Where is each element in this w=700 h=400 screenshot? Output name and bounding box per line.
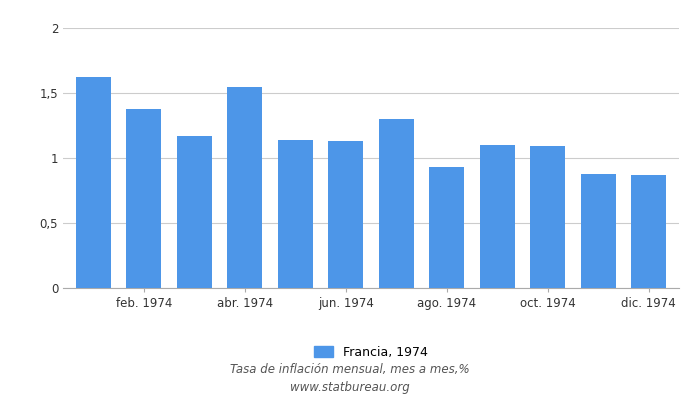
Bar bbox=[379, 119, 414, 288]
Bar bbox=[530, 146, 566, 288]
Bar bbox=[328, 141, 363, 288]
Bar bbox=[76, 77, 111, 288]
Bar bbox=[126, 109, 162, 288]
Bar bbox=[278, 140, 313, 288]
Bar bbox=[176, 136, 212, 288]
Bar bbox=[580, 174, 616, 288]
Bar bbox=[631, 175, 666, 288]
Bar bbox=[227, 86, 262, 288]
Bar bbox=[429, 167, 464, 288]
Text: Tasa de inflación mensual, mes a mes,%: Tasa de inflación mensual, mes a mes,% bbox=[230, 364, 470, 376]
Text: www.statbureau.org: www.statbureau.org bbox=[290, 381, 410, 394]
Legend: Francia, 1974: Francia, 1974 bbox=[309, 341, 433, 364]
Bar bbox=[480, 145, 515, 288]
